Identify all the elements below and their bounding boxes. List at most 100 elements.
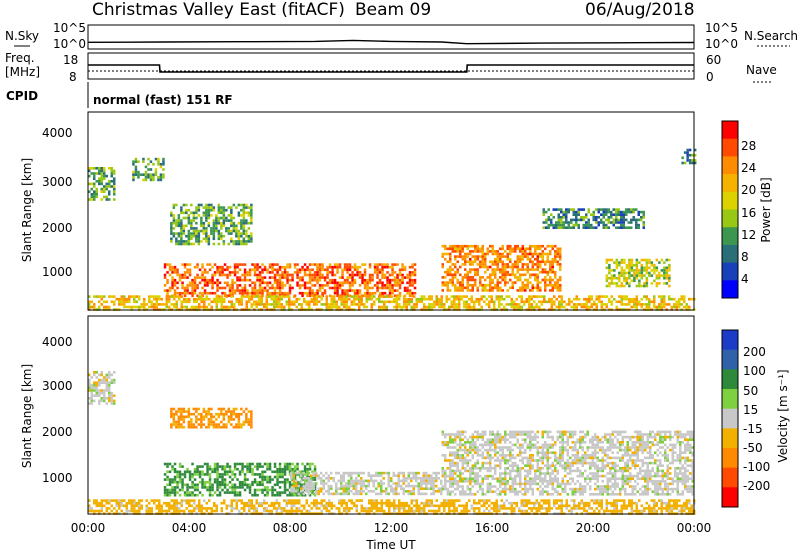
power-cell-2204 (449, 281, 452, 284)
power-cell-205 (185, 224, 188, 228)
power-cell-2406 (494, 276, 497, 279)
velocity-cell-107 (175, 423, 178, 426)
velocity-cell-1173 (128, 509, 131, 513)
power-cell-184 (180, 224, 183, 228)
power-cell-2533 (521, 289, 524, 292)
power-cell-436 (245, 206, 248, 209)
velocity-cell-352 (191, 491, 194, 494)
power-cell-1323 (135, 300, 138, 304)
power-cell-3052 (620, 223, 623, 227)
velocity-cell-402 (208, 480, 212, 484)
power-cell-171 (177, 216, 181, 220)
power-cell-287 (205, 237, 208, 241)
power-cell-1916 (518, 305, 521, 309)
velocity-cell-1392 (278, 501, 281, 505)
velocity-cell-1546 (378, 509, 381, 513)
power-cell-2113 (655, 305, 658, 309)
power-cell-547 (191, 286, 194, 290)
velocity-cell-437 (218, 483, 222, 487)
power-cell-65 (108, 190, 111, 193)
power-cell-1984 (563, 305, 566, 309)
power-cell-2265 (464, 255, 467, 258)
power-cell-795 (273, 278, 277, 282)
velocity-cell-476 (231, 486, 234, 489)
power-cell-2290 (469, 260, 472, 264)
velocity-cell-1265 (185, 501, 188, 505)
power-cell-2043 (605, 305, 608, 309)
power-cell-678 (238, 263, 242, 266)
power-cell-1475 (235, 297, 238, 301)
power-cell-814 (278, 278, 282, 282)
power-cell-1803 (445, 295, 448, 298)
power-cell-1808 (448, 305, 451, 309)
power-cell-992 (333, 291, 337, 295)
power-cell-1366 (165, 295, 168, 298)
power-cell-614 (216, 278, 219, 282)
power-cell-2389 (491, 260, 494, 264)
velocity-cell-502 (238, 493, 242, 497)
power-cell-2275 (466, 252, 469, 256)
power-cell-1370 (165, 305, 168, 309)
power-cell-532 (186, 276, 189, 279)
power-cell-1892 (500, 303, 503, 306)
velocity-cell-872 (342, 487, 345, 490)
velocity-cell-367 (196, 486, 199, 489)
velocity-cell-1019 (405, 484, 408, 488)
velocity-cell-1725 (488, 504, 491, 508)
power-cell-2517 (519, 278, 522, 282)
velocity-cell-976 (387, 477, 390, 480)
power-cell-61 (108, 167, 111, 170)
power-cell-2441 (501, 270, 504, 274)
power-cell-1698 (378, 295, 381, 298)
power-cell-2291 (469, 263, 472, 266)
velocity-cell-1788 (530, 501, 533, 505)
power-cell-651 (228, 289, 232, 292)
power-tick-24: 24 (741, 161, 756, 175)
power-cell-994 (336, 265, 339, 269)
velocity-cell-195 (217, 415, 221, 419)
velocity-cell-1748 (503, 504, 506, 508)
power-cell-3011 (602, 223, 605, 227)
power-cell-959 (323, 278, 327, 282)
power-cell-2924 (560, 226, 563, 229)
velocity-cell-1757 (510, 504, 513, 508)
velocity-cell-746 (313, 478, 317, 481)
power-cell-815 (278, 281, 282, 285)
velocity-cell-1467 (325, 501, 328, 505)
velocity-cell-133 (187, 412, 191, 416)
power-cell-2778 (628, 282, 631, 285)
velocity-cell-164 (202, 410, 206, 413)
velocity-cell-1675 (453, 509, 456, 513)
power-cell-2955 (575, 216, 578, 219)
power-cell-1432 (205, 305, 208, 309)
power-cell-2841 (650, 274, 654, 277)
power-cell-620 (218, 265, 222, 269)
velocity-cell-42 (100, 371, 103, 374)
power-cell-3091 (640, 218, 643, 222)
velocity-cell-138 (190, 412, 193, 416)
velocity-cell-1006 (400, 479, 403, 483)
power-cell-2385 (491, 244, 494, 248)
velocity-cell-1304 (213, 501, 216, 505)
power-cell-1733 (400, 305, 403, 309)
power-cell-3057 (622, 218, 625, 222)
velocity-cell-950 (375, 479, 378, 483)
velocity-cell-685 (296, 486, 299, 489)
power-cell-2199 (449, 265, 452, 269)
velocity-cell-777 (300, 490, 303, 493)
velocity-cell-1643 (435, 504, 438, 508)
power-cell-2072 (628, 300, 631, 304)
velocity-cell-1590 (403, 509, 406, 513)
velocity-cell-1578 (398, 501, 401, 505)
power-cell-1695 (373, 300, 376, 304)
power-cell-1955 (543, 297, 546, 301)
power-cell-138 (162, 157, 165, 161)
velocity-cell-1755 (508, 507, 511, 510)
velocity-cell-1155 (118, 501, 121, 505)
power-cell-2607 (539, 247, 542, 251)
velocity-cell-279 (168, 470, 172, 474)
power-cell-2455 (504, 281, 507, 284)
power-cell-3034 (615, 208, 618, 211)
power-cell-764 (263, 281, 267, 285)
power-cell-416 (240, 232, 243, 235)
